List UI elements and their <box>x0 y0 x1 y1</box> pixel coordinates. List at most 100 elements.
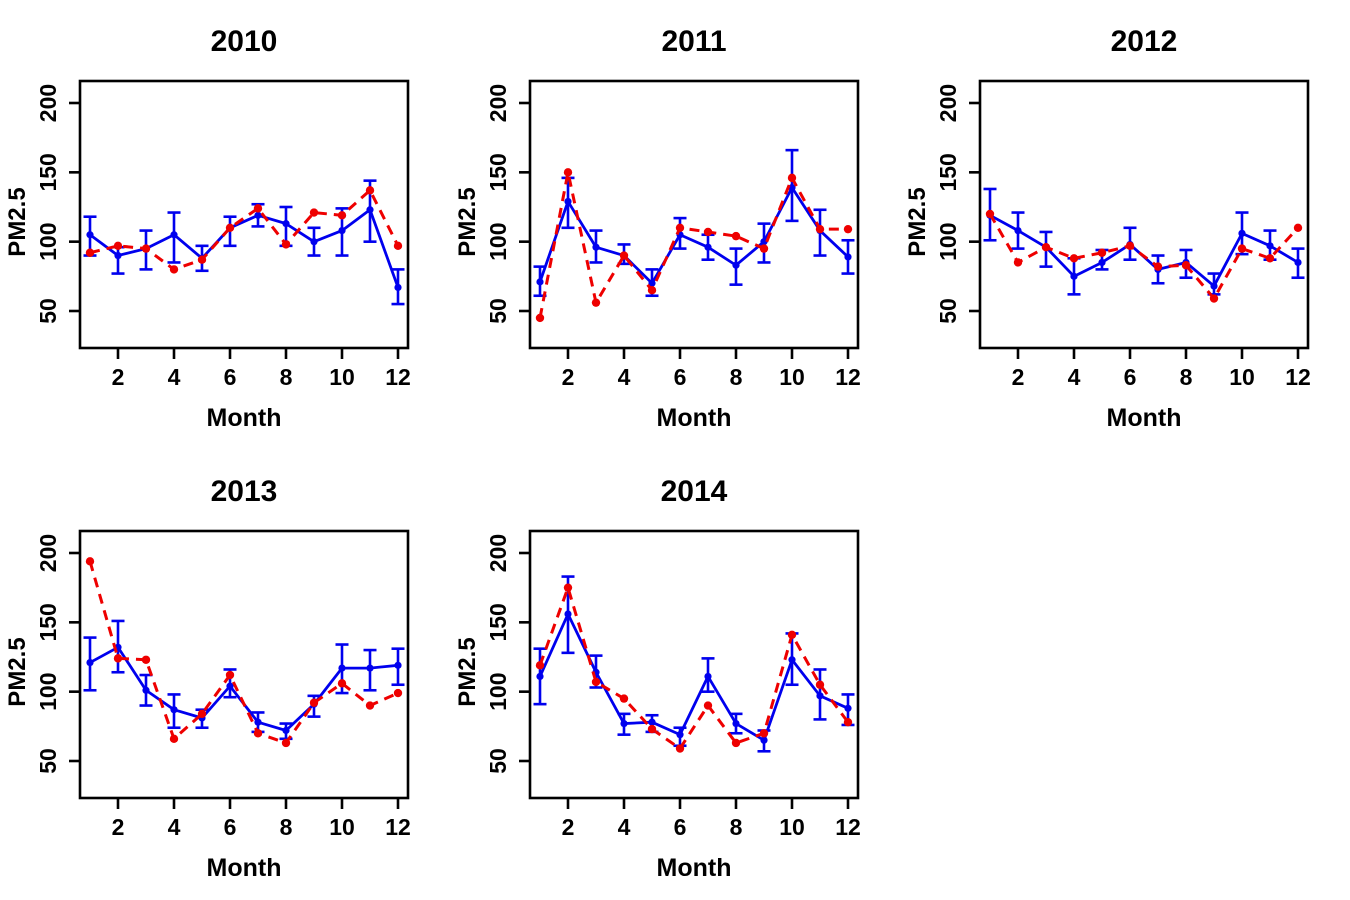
red-series-point <box>731 231 741 241</box>
x-tick-label: 8 <box>730 814 743 840</box>
blue-series-point <box>1014 226 1022 235</box>
red-series-point <box>619 694 629 703</box>
red-series-point <box>759 244 769 253</box>
red-series-point <box>563 168 573 177</box>
blue-series-point <box>844 704 852 712</box>
red-series-point <box>113 241 123 251</box>
red-series-point <box>591 677 601 687</box>
y-axis-label: PM2.5 <box>4 637 31 706</box>
red-series-point <box>365 701 375 710</box>
blue-series-point <box>86 658 94 667</box>
blue-series-point <box>564 610 572 618</box>
red-series-point <box>281 738 291 748</box>
blue-series-point <box>1210 282 1218 290</box>
red-series-point <box>1125 241 1135 251</box>
blue-series-point <box>648 279 656 287</box>
blue-series-point <box>704 243 712 251</box>
blue-series-line <box>538 612 849 742</box>
red-series-point <box>815 680 825 689</box>
x-tick-label: 6 <box>1124 364 1137 390</box>
blue-series-point <box>1294 258 1302 267</box>
blue-series-point <box>1070 272 1078 280</box>
red-series-point <box>85 248 95 257</box>
red-series-point <box>1013 258 1023 267</box>
red-series-point <box>337 211 347 220</box>
y-tick-label: 200 <box>485 84 511 122</box>
chart-title: 2012 <box>1111 25 1178 58</box>
red-series-point <box>731 738 741 748</box>
y-tick-label: 150 <box>35 153 61 191</box>
red-series-point <box>141 655 151 664</box>
x-tick-label: 8 <box>280 814 293 840</box>
blue-series-point <box>338 664 346 672</box>
red-series-point <box>1293 223 1303 232</box>
x-tick-label: 6 <box>224 364 237 390</box>
red-series-point <box>759 729 769 738</box>
chart-title: 2011 <box>661 25 726 58</box>
y-tick-label: 50 <box>485 748 511 774</box>
red-series-point <box>1237 244 1247 253</box>
x-tick-label: 2 <box>112 364 125 390</box>
red-series-point <box>113 654 123 663</box>
red-series-point <box>253 729 263 738</box>
y-tick-label: 150 <box>485 603 511 641</box>
x-tick-label: 4 <box>168 364 181 390</box>
subplot-2013: 50 100 150 200 2 4 6 8 10 12 2013 Month PM2.5 <box>0 450 450 900</box>
x-tick-label: 4 <box>1068 364 1081 390</box>
plot-box <box>528 79 860 350</box>
y-tick-label: 200 <box>35 534 61 572</box>
red-series-point <box>619 251 629 260</box>
x-tick-label: 8 <box>280 364 293 390</box>
red-series-point <box>1153 262 1163 271</box>
x-tick-label: 6 <box>224 814 237 840</box>
blue-series-point <box>1238 229 1246 237</box>
red-series-point <box>365 186 375 195</box>
blue-series-point <box>282 726 290 735</box>
red-series-point <box>309 208 319 217</box>
blue-series-point <box>844 253 852 261</box>
red-series-line <box>88 560 399 745</box>
red-series-point <box>703 701 713 710</box>
red-series-point <box>843 717 853 727</box>
x-tick-label: 12 <box>1285 364 1311 390</box>
chart-2010: 50 100 150 200 2 4 6 8 10 12 2010 Month PM2.5 <box>4 25 411 432</box>
red-series-point <box>393 688 403 698</box>
chart-2014: 50 100 150 200 2 4 6 8 10 12 2014 Month PM2.5 <box>454 475 861 882</box>
blue-series-point <box>704 672 712 681</box>
chart-2012: 50 100 150 200 2 4 6 8 10 12 2012 Month PM2.5 <box>904 25 1311 432</box>
blue-series-point <box>676 731 684 739</box>
y-tick-label: 200 <box>935 84 961 122</box>
blue-series-point <box>394 661 402 669</box>
blue-series-point <box>226 682 234 690</box>
red-series-point <box>225 223 235 232</box>
x-tick-label: 6 <box>674 364 687 390</box>
blue-series-point <box>170 706 178 714</box>
y-tick-label: 50 <box>935 298 961 324</box>
blue-series-point <box>338 226 346 235</box>
red-series-point <box>647 724 657 734</box>
x-tick-label: 6 <box>674 814 687 840</box>
blue-series-point <box>142 686 150 694</box>
red-series-point <box>1181 261 1191 270</box>
y-tick-label: 100 <box>485 672 511 710</box>
y-tick-label: 200 <box>35 84 61 122</box>
red-series-point <box>535 313 545 323</box>
x-axis-label: Month <box>1107 404 1182 432</box>
blue-series-point <box>1266 242 1274 250</box>
red-series-point <box>169 734 179 744</box>
chart-title: 2010 <box>211 25 278 58</box>
x-tick-label: 2 <box>562 364 575 390</box>
y-tick-label: 100 <box>35 222 61 260</box>
y-tick-label: 100 <box>35 672 61 710</box>
red-series-point <box>535 661 545 670</box>
x-tick-label: 12 <box>385 364 411 390</box>
blue-series-point <box>114 251 122 260</box>
chart-2011: 50 100 150 200 2 4 6 8 10 12 2011 Month PM2.5 <box>454 25 861 432</box>
x-tick-label: 12 <box>385 814 411 840</box>
blue-series-point <box>310 238 318 246</box>
x-axis-label: Month <box>657 404 732 432</box>
red-series-line <box>988 213 1300 301</box>
blue-series-point <box>788 656 796 664</box>
y-tick-label: 100 <box>935 222 961 260</box>
blue-series-point <box>760 238 768 246</box>
